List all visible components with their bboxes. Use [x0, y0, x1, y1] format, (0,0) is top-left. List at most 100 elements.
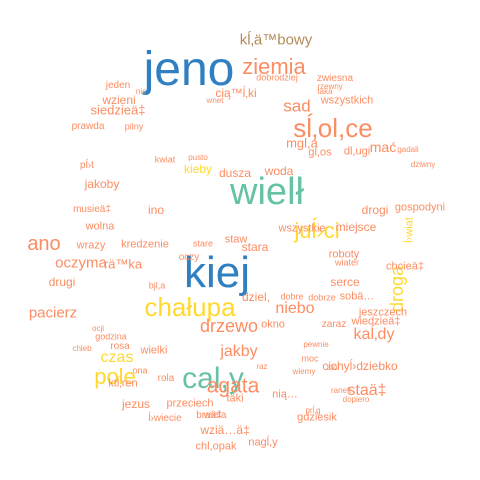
word-pewnie: pewnie	[303, 340, 329, 349]
word-taka: taka	[317, 87, 333, 96]
word-okno: okno	[261, 318, 285, 331]
word-pilny: pilny	[124, 121, 144, 132]
word-staw: staw	[224, 233, 248, 246]
word-gospodyni: gospodyni	[394, 201, 446, 214]
word-chalupa: chałupa	[144, 292, 236, 322]
word-pusto: pusto	[188, 153, 208, 162]
word-ino: ino	[147, 203, 165, 217]
word-oczyma: oczyma	[55, 254, 107, 272]
word-godzina: godzina	[95, 331, 127, 342]
word-dusza: dusza	[218, 166, 252, 180]
word-sad: sad	[283, 96, 311, 116]
word-brac: braä‡	[196, 410, 222, 421]
word-oczy: oczy	[178, 252, 200, 263]
word-cichysdziebko: cichyĺ›dziebko	[322, 359, 398, 373]
word-siedziec: siedzieä‡	[90, 102, 146, 118]
word-dobrodziej: dobrodziej	[256, 72, 298, 83]
word-kwiat: kwiat	[154, 154, 176, 165]
word-rzewny: rzewny	[317, 82, 343, 91]
word-moc: moc	[301, 353, 319, 364]
word-klebowy: kĺ‚ä™bowy	[239, 31, 313, 49]
word-wziac: wziä…ä‡	[200, 423, 250, 437]
word-gdziesik: gdziesik	[297, 411, 337, 424]
word-rola: rola	[157, 373, 175, 384]
word-wiater: wiater	[334, 257, 360, 268]
word-ano: ano	[27, 233, 61, 255]
word-dziel: dziel,	[241, 290, 271, 304]
word-agata: agata	[206, 374, 260, 398]
word-wszystkich: wszystkich	[320, 94, 374, 107]
word-gadali: gadali	[397, 145, 419, 154]
word-jakoby: jakoby	[84, 177, 120, 191]
word-pst: pĺ›t	[80, 160, 94, 171]
word-kiej: kiej	[183, 248, 251, 297]
word-soba: sobä…	[339, 290, 375, 303]
word-nia: nią…	[272, 388, 298, 401]
word-musiec: musieä‡	[73, 204, 111, 215]
word-wszystkie: wszystkie	[278, 222, 326, 235]
word-wielki: wielki	[140, 344, 168, 357]
word-reka: rä™ka	[103, 256, 143, 272]
word-woda: woda	[264, 164, 294, 178]
word-wzieni: wzieni	[102, 93, 136, 107]
word-jeno: jeno	[143, 43, 235, 96]
word-jeden: jeden	[105, 80, 131, 91]
word-wolna: wolna	[85, 220, 115, 233]
word-kazdy: kaĺ‚dy	[353, 326, 395, 343]
word-staac: staä‡	[347, 382, 387, 399]
word-ranek: ranek	[330, 386, 352, 395]
word-ocji: ocji	[91, 324, 105, 333]
word-nic: nic	[135, 87, 147, 96]
word-nagly: nagĺ,y	[248, 436, 278, 449]
word-chciec: chcieä‡	[386, 260, 424, 273]
word-wnet: wnet	[206, 96, 224, 105]
word-stoi: stoi	[326, 363, 340, 372]
word-raz: raz	[256, 362, 268, 371]
word-wiedziec: wiedzieä‡	[351, 315, 401, 328]
word-jezus: jezus	[121, 397, 151, 411]
word-jeszczech: jeszczech	[358, 306, 408, 319]
word-zwiesna: zwiesna	[316, 73, 354, 84]
word-wrazy: wrazy	[76, 239, 106, 252]
word-zaraz: zaraz	[321, 319, 347, 330]
word-caly: cal,y	[182, 362, 244, 395]
word-prag: prĺ‚g	[305, 406, 321, 415]
word-serce: serce	[330, 275, 360, 289]
word-dobrze: dobrze	[308, 292, 336, 303]
word-ziemia: ziemia	[242, 54, 306, 79]
word-swiat: ĺ›wiat	[403, 217, 416, 243]
word-stara: stara	[241, 240, 269, 254]
word-ona: ona	[132, 365, 148, 376]
word-czas: czas	[100, 349, 134, 366]
word-niebo: niebo	[275, 300, 315, 317]
word-ciezki: cią™ĺ‚ki	[215, 86, 257, 100]
word-wiela: wiela	[203, 410, 227, 421]
word-taki: täki	[226, 392, 244, 405]
word-swiecie: ĺ›wiecie	[148, 413, 182, 424]
word-dobre: dobre	[280, 291, 304, 302]
word-mgla: mgl,a	[286, 135, 318, 151]
word-stare: stare	[192, 238, 214, 249]
word-glos: gl,os	[308, 146, 332, 159]
word-kieby: kieby	[183, 162, 213, 176]
word-drzewo: drzewo	[199, 316, 259, 336]
word-kredzenie: kredzenie	[121, 238, 169, 251]
word-slonce: sĺ‚ol,ce	[293, 113, 373, 143]
word-mac: mać	[369, 139, 397, 155]
word-pole: pole	[94, 364, 136, 389]
word-dlugi: dl,ugi	[343, 145, 371, 158]
word-bjla: bjl,a	[148, 280, 166, 291]
word-jakby: jakby	[220, 343, 258, 360]
word-wiemy: wiemy	[292, 367, 316, 376]
word-roboty: roboty	[328, 248, 360, 261]
word-jusci: juĺ›ci	[294, 218, 340, 243]
word-drogi: drogi	[361, 203, 389, 217]
word-chleb: chleb	[72, 344, 92, 353]
word-ktoren: ktĺ‚ren	[108, 377, 138, 390]
word-wiel: wielł	[230, 171, 304, 213]
word-rosa: rosa	[110, 341, 130, 352]
word-dziwny: dziwny	[410, 160, 436, 169]
word-przeciech: przeciech	[166, 397, 214, 410]
word-pacierz: pacierz	[28, 304, 78, 322]
